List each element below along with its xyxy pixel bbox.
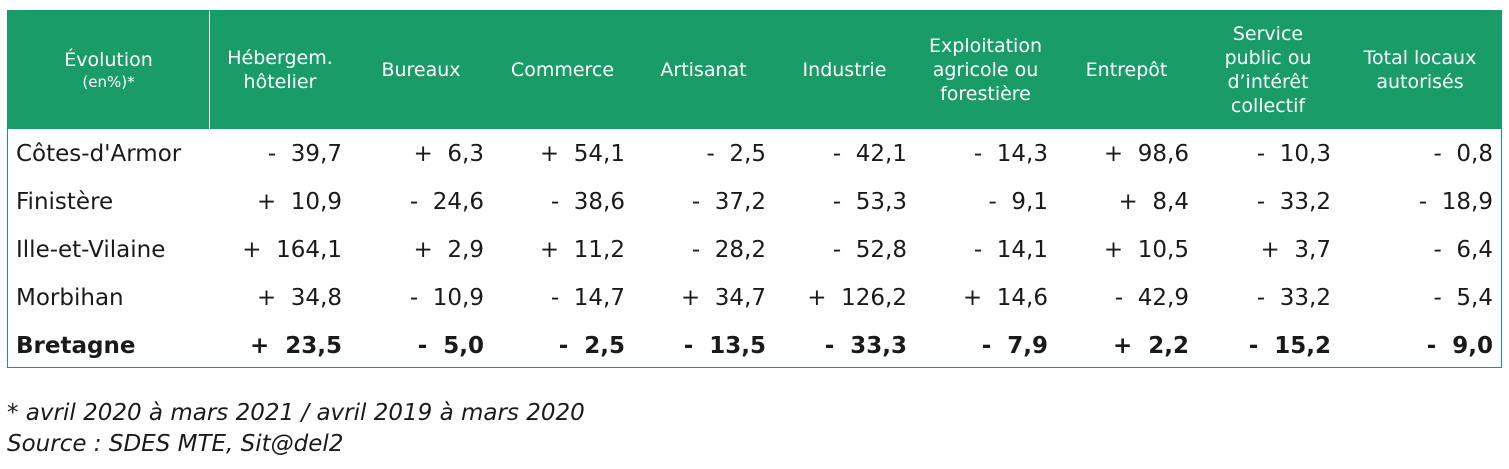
row-label: Morbihan	[16, 285, 124, 311]
row-label: Finistère	[16, 189, 114, 215]
header-divider	[209, 11, 210, 129]
cell-service-public: - 33,2	[1256, 189, 1331, 215]
cell-service-public: - 33,2	[1256, 285, 1331, 311]
cell-bureaux: + 6,3	[413, 141, 484, 167]
cell-commerce: + 11,2	[539, 237, 625, 263]
header-total: Total locaux autorisés	[1363, 47, 1477, 93]
cell-artisanat: - 37,2	[691, 189, 766, 215]
header-hebergement: Hébergem. hôtelier	[227, 47, 333, 93]
cell-exploitation: - 9,1	[988, 189, 1049, 215]
cell-commerce: - 38,6	[550, 189, 625, 215]
cell-industrie: - 52,8	[832, 237, 907, 263]
cell-total: - 5,4	[1433, 285, 1494, 311]
header-commerce: Commerce	[510, 59, 615, 81]
cell-commerce: - 14,7	[550, 285, 625, 311]
cell-exploitation: + 14,6	[962, 285, 1048, 311]
source-note: Source : SDES MTE, Sit@del2	[7, 431, 344, 457]
table-row: Finistère + 10,9 - 24,6 - 38,6 - 37,2 - …	[8, 178, 1501, 226]
cell-artisanat: - 28,2	[691, 237, 766, 263]
header-artisanat: Artisanat	[660, 59, 747, 81]
cell-industrie: + 126,2	[807, 285, 907, 311]
header-evolution: Évolution (en%)*	[8, 11, 209, 129]
table-row: Ille-et-Vilaine + 164,1 + 2,9 + 11,2 - 2…	[8, 226, 1501, 274]
cell-service-public: - 10,3	[1256, 141, 1331, 167]
cell-entrepot: - 42,9	[1114, 285, 1189, 311]
cell-hebergement: + 34,8	[256, 285, 342, 311]
row-label: Côtes-d'Armor	[16, 141, 182, 167]
cell-total: - 18,9	[1418, 189, 1493, 215]
cell-entrepot: + 2,2	[1112, 333, 1189, 359]
header-evolution-title: Évolution	[64, 49, 153, 71]
header-industrie: Industrie	[802, 59, 887, 81]
cell-entrepot: + 98,6	[1103, 141, 1189, 167]
cell-bureaux: + 2,9	[413, 237, 484, 263]
cell-entrepot: + 10,5	[1103, 237, 1189, 263]
period-footnote: * avril 2020 à mars 2021 / avril 2019 à …	[7, 400, 585, 426]
cell-bureaux: - 10,9	[409, 285, 484, 311]
table-notes: * avril 2020 à mars 2021 / avril 2019 à …	[7, 398, 585, 460]
cell-industrie: - 53,3	[832, 189, 907, 215]
cell-exploitation: - 14,1	[973, 237, 1048, 263]
cell-commerce: - 2,5	[558, 333, 625, 359]
cell-hebergement: - 39,7	[267, 141, 342, 167]
header-exploitation: Exploitation agricole ou forestière	[929, 35, 1042, 105]
cell-industrie: - 42,1	[832, 141, 907, 167]
data-table: Évolution (en%)* Hébergem. hôtelier Bure…	[7, 10, 1502, 368]
table-header: Évolution (en%)* Hébergem. hôtelier Bure…	[8, 11, 1501, 129]
table-row-total: Bretagne + 23,5 - 5,0 - 2,5 - 13,5 - 33,…	[8, 322, 1501, 370]
cell-artisanat: - 2,5	[706, 141, 767, 167]
cell-artisanat: + 34,7	[680, 285, 766, 311]
header-bureaux: Bureaux	[381, 59, 461, 81]
cell-industrie: - 33,3	[824, 333, 907, 359]
header-entrepot: Entrepôt	[1085, 59, 1168, 81]
cell-total: - 9,0	[1426, 333, 1493, 359]
cell-hebergement: + 10,9	[256, 189, 342, 215]
cell-artisanat: - 13,5	[683, 333, 766, 359]
row-label: Ille-et-Vilaine	[16, 237, 166, 263]
cell-total: - 0,8	[1433, 141, 1494, 167]
cell-exploitation: - 14,3	[973, 141, 1048, 167]
cell-commerce: + 54,1	[539, 141, 625, 167]
cell-hebergement: + 23,5	[249, 333, 342, 359]
cell-entrepot: + 8,4	[1118, 189, 1189, 215]
cell-bureaux: - 5,0	[417, 333, 484, 359]
row-label: Bretagne	[16, 333, 136, 359]
header-service-public: Service public ou d’intérêt collectif	[1224, 23, 1312, 117]
cell-hebergement: + 164,1	[242, 237, 342, 263]
cell-total: - 6,4	[1433, 237, 1494, 263]
header-evolution-sub: (en%)*	[82, 73, 135, 91]
cell-exploitation: - 7,9	[981, 333, 1048, 359]
table-row: Morbihan + 34,8 - 10,9 - 14,7 + 34,7 + 1…	[8, 274, 1501, 322]
cell-service-public: - 15,2	[1248, 333, 1331, 359]
cell-bureaux: - 24,6	[409, 189, 484, 215]
cell-service-public: + 3,7	[1260, 237, 1331, 263]
table-row: Côtes-d'Armor - 39,7 + 6,3 + 54,1 - 2,5 …	[8, 130, 1501, 178]
